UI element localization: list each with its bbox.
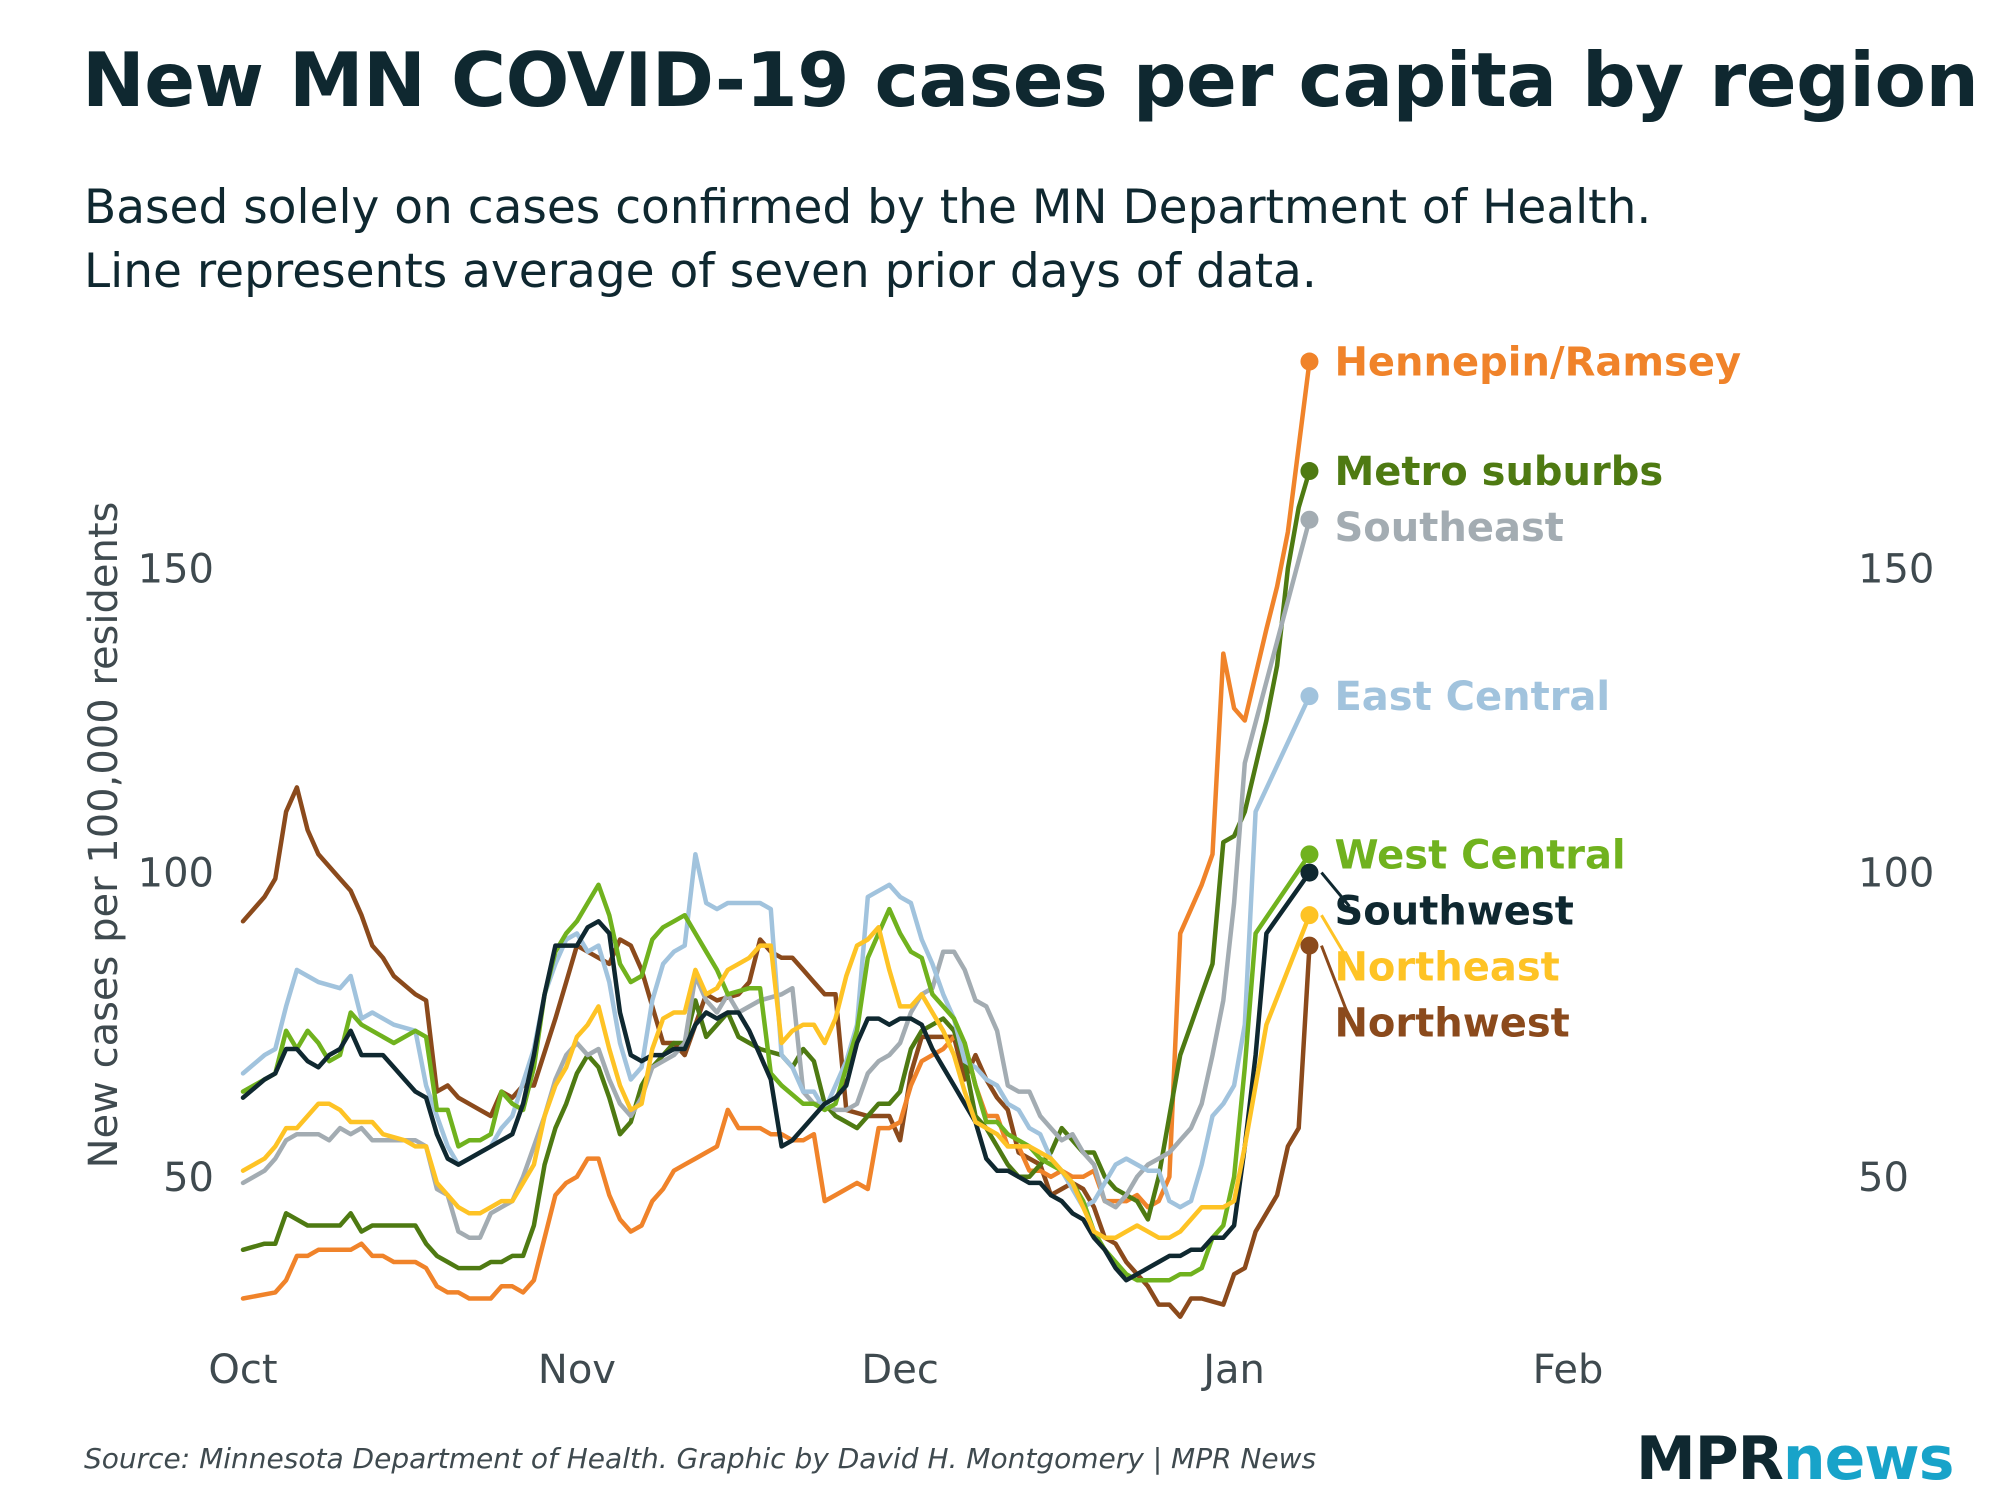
label-leader-lines xyxy=(1320,871,1351,1019)
y-tick-left-100: 100 xyxy=(138,851,214,897)
x-tick-oct: Oct xyxy=(208,1347,277,1393)
series-line-metro-suburbs xyxy=(240,468,1312,1271)
end-marker-west-central xyxy=(1300,845,1319,864)
series-end-markers xyxy=(1300,352,1319,955)
end-marker-southeast xyxy=(1300,510,1319,529)
series-lines xyxy=(240,359,1312,1319)
series-line-east-central xyxy=(240,693,1312,1210)
end-marker-east-central xyxy=(1300,687,1319,706)
logo-news-text: news xyxy=(1782,1424,1955,1494)
x-axis: Oct Nov Dec Jan Feb xyxy=(208,1347,1603,1393)
subtitle-line-2: Line represents average of seven prior d… xyxy=(84,244,1317,299)
label-leader-southwest xyxy=(1320,871,1351,908)
end-marker-northwest xyxy=(1300,936,1319,955)
x-tick-nov: Nov xyxy=(538,1347,616,1393)
source-credit: Source: Minnesota Department of Health. … xyxy=(84,1442,1317,1475)
x-tick-jan: Jan xyxy=(1200,1347,1265,1393)
series-label-northeast: Northeast xyxy=(1334,944,1559,990)
line-chart: New cases per 100,000 residents 50 100 150… xyxy=(81,340,1934,1393)
series-line-northeast xyxy=(240,912,1312,1240)
y-tick-left-150: 150 xyxy=(138,546,214,592)
y-tick-left-50: 50 xyxy=(163,1155,214,1201)
subtitle-line-1: Based solely on cases confirmed by the M… xyxy=(84,180,1652,235)
y-axis-right: 50 100 150 xyxy=(1858,546,1934,1200)
series-label-metro-suburbs: Metro suburbs xyxy=(1334,449,1663,495)
series-label-east-central: East Central xyxy=(1334,674,1610,720)
y-tick-right-150: 150 xyxy=(1858,546,1934,592)
y-tick-right-100: 100 xyxy=(1858,851,1934,897)
chart-subtitle: Based solely on cases confirmed by the M… xyxy=(84,176,1651,304)
series-label-southeast: Southeast xyxy=(1334,505,1563,551)
series-line-southeast xyxy=(240,517,1312,1240)
series-line-hennepin-ramsey xyxy=(240,359,1312,1301)
series-line-southwest xyxy=(240,870,1312,1283)
series-label-southwest: Southwest xyxy=(1334,888,1573,934)
x-tick-feb: Feb xyxy=(1533,1347,1604,1393)
x-tick-dec: Dec xyxy=(861,1347,938,1393)
y-tick-right-50: 50 xyxy=(1858,1155,1909,1201)
series-label-west-central: West Central xyxy=(1334,832,1625,878)
y-axis-label: New cases per 100,000 residents xyxy=(81,502,127,1169)
series-label-hennepin-ramsey: Hennepin/Ramsey xyxy=(1334,340,1741,386)
end-marker-metro-suburbs xyxy=(1300,462,1319,481)
label-leader-northwest xyxy=(1320,945,1351,1019)
end-marker-northeast xyxy=(1300,906,1319,925)
series-labels: Hennepin/Ramsey Metro suburbs Southeast Eas… xyxy=(1334,340,1741,1047)
series-label-northwest: Northwest xyxy=(1334,1000,1569,1046)
end-marker-hennepin-ramsey xyxy=(1300,352,1319,371)
chart-title: New MN COVID-19 cases per capita by regi… xyxy=(82,36,1979,124)
logo-mpr-text: MPR xyxy=(1636,1424,1784,1494)
y-axis-left: 50 100 150 xyxy=(138,546,214,1200)
label-leader-northeast xyxy=(1320,914,1351,964)
end-marker-southwest xyxy=(1300,863,1319,882)
mpr-news-logo: MPRnews xyxy=(1636,1424,1955,1494)
